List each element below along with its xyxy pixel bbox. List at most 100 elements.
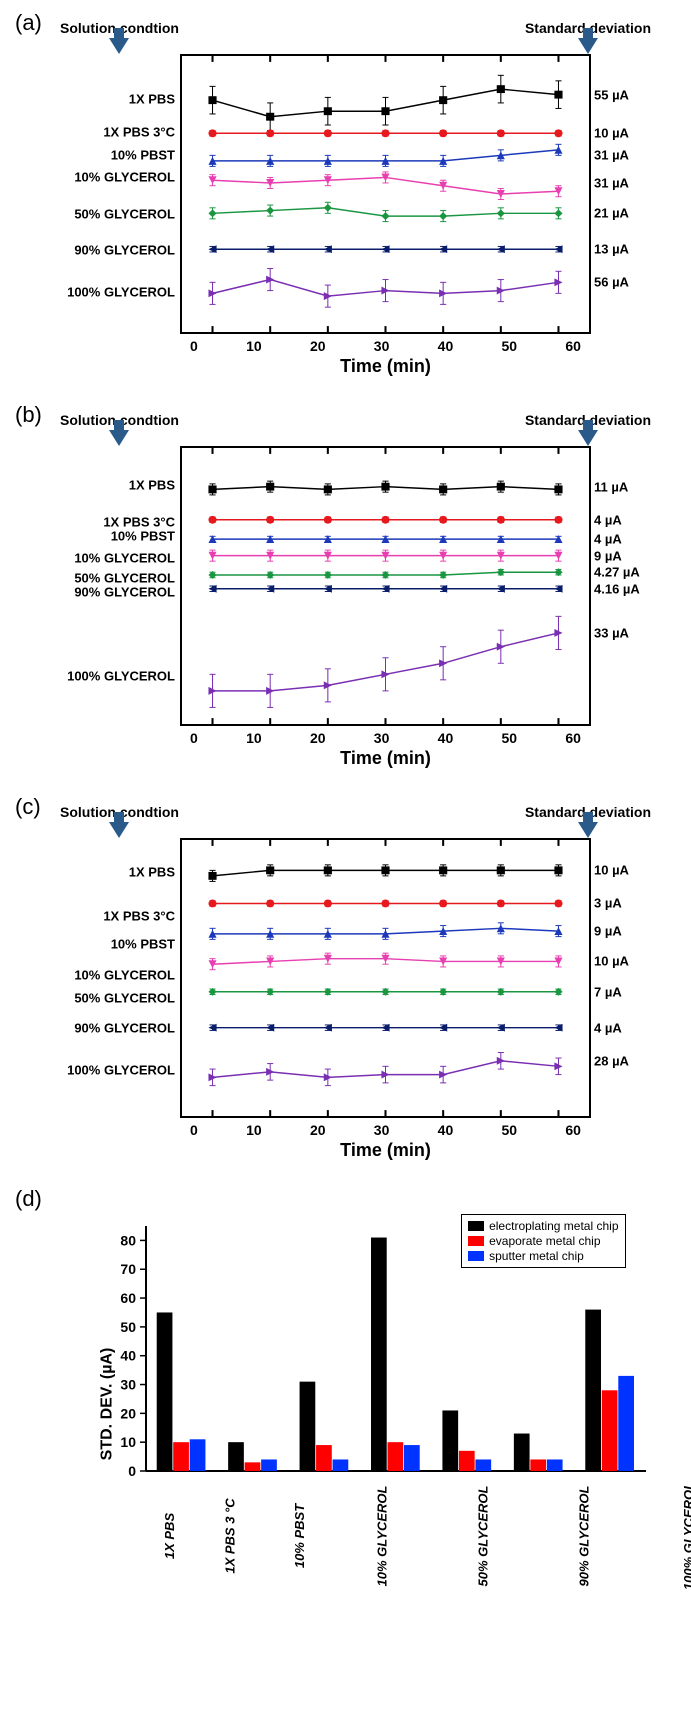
bar-category-label: 10% GLYCEROL [327,1486,437,1587]
bar [513,1434,529,1471]
bar [387,1442,403,1471]
bar [618,1376,634,1471]
svg-text:20: 20 [120,1405,136,1421]
x-axis-title: Time (min) [180,746,591,779]
x-tick: 60 [565,730,581,746]
panel-label: (c) [15,794,41,820]
x-tick: 0 [190,730,198,746]
series-label: 100% GLYCEROL [67,668,175,683]
std-deviation-header: Standard deviation [525,20,651,54]
std-dev-label: 4 µA [594,512,622,527]
std-dev-label: 4 µA [594,532,622,547]
x-tick: 10 [246,1122,262,1138]
bar [585,1310,601,1471]
panel-c: (c) Solution condtion Standard deviation… [10,794,681,1171]
x-tick: 0 [190,338,198,354]
bar [546,1459,562,1471]
std-dev-label: 56 µA [594,275,629,290]
std-dev-label: 10 µA [594,863,629,878]
series-label: 50% GLYCEROL [74,990,175,1005]
x-tick: 40 [438,338,454,354]
series-label: 1X PBS 3°C [103,514,175,529]
std-dev-label: 4 µA [594,1020,622,1035]
arrow-down-icon [109,430,129,446]
solution-condition-header: Solution condtion [60,412,179,446]
x-tick: 40 [438,730,454,746]
series-label: 1X PBS [129,478,175,493]
std-dev-label: 33 µA [594,625,629,640]
x-axis-ticks: 0102030405060 [180,1118,591,1138]
arrow-down-icon [578,38,598,54]
svg-text:40: 40 [120,1348,136,1364]
x-tick: 10 [246,730,262,746]
std-dev-label: 4.16 µA [594,581,640,596]
bar [156,1312,172,1471]
bar-category-label: 100% GLYCEROL [633,1482,691,1590]
std-dev-label: 31 µA [594,148,629,163]
std-dev-label: 9 µA [594,924,622,939]
bar [404,1445,420,1471]
x-tick: 30 [374,1122,390,1138]
x-tick: 20 [310,1122,326,1138]
std-dev-label: 10 µA [594,126,629,141]
series-label: 90% GLYCEROL [74,584,175,599]
series-label: 1X PBS [129,91,175,106]
svg-text:0: 0 [128,1463,136,1476]
series-label: 100% GLYCEROL [67,285,175,300]
x-tick: 50 [502,730,518,746]
x-tick: 30 [374,730,390,746]
bar [228,1442,244,1471]
svg-text:70: 70 [120,1261,136,1277]
arrow-down-icon [578,430,598,446]
bar [442,1410,458,1471]
x-tick: 60 [565,1122,581,1138]
std-dev-label: 10 µA [594,954,629,969]
solution-condition-header: Solution condtion [60,804,179,838]
std-dev-label: 28 µA [594,1053,629,1068]
std-dev-label: 11 µA [594,479,628,494]
x-axis-title: Time (min) [180,354,591,387]
bar [371,1238,387,1471]
bar [458,1451,474,1471]
std-dev-label: 21 µA [594,206,629,221]
plot-area: 55 µA10 µA31 µA31 µA21 µA13 µA56 µA [180,54,591,334]
arrow-down-icon [109,822,129,838]
bar [244,1462,260,1471]
panel-d: (d) STD. DEV. (µA) electroplating metal … [10,1186,681,1591]
std-dev-label: 4.27 µA [594,565,640,580]
svg-text:60: 60 [120,1290,136,1306]
x-axis-ticks: 0102030405060 [180,334,591,354]
bar [299,1382,315,1471]
panel-label: (b) [15,402,42,428]
bar [189,1439,205,1471]
std-deviation-header: Standard deviation [525,412,651,446]
series-label: 50% GLYCEROL [74,570,175,585]
svg-text:30: 30 [120,1377,136,1393]
bar [261,1459,277,1471]
series-label: 90% GLYCEROL [74,1021,175,1036]
x-tick: 30 [374,338,390,354]
bar-category-label: 50% GLYCEROL [428,1486,538,1587]
std-dev-label: 7 µA [594,984,622,999]
svg-text:50: 50 [120,1319,136,1335]
svg-text:80: 80 [120,1232,136,1248]
legend-item: electroplating metal chip [468,1219,618,1233]
std-deviation-header: Standard deviation [525,804,651,838]
x-tick: 40 [438,1122,454,1138]
series-label: 50% GLYCEROL [74,206,175,221]
bar [332,1459,348,1471]
series-label: 10% PBST [111,937,175,952]
series-label: 10% GLYCEROL [74,170,175,185]
series-label: 10% PBST [111,147,175,162]
series-label: 10% PBST [111,528,175,543]
bar-legend: electroplating metal chipevaporate metal… [461,1214,625,1268]
panel-a: (a) Solution condtion Standard deviation… [10,10,681,387]
svg-text:10: 10 [120,1434,136,1450]
x-tick: 20 [310,730,326,746]
std-dev-label: 13 µA [594,242,629,257]
x-tick: 20 [310,338,326,354]
series-label: 1X PBS 3°C [103,125,175,140]
bar [316,1445,332,1471]
plot-area: 10 µA3 µA9 µA10 µA7 µA4 µA28 µA [180,838,591,1118]
std-dev-label: 9 µA [594,548,622,563]
